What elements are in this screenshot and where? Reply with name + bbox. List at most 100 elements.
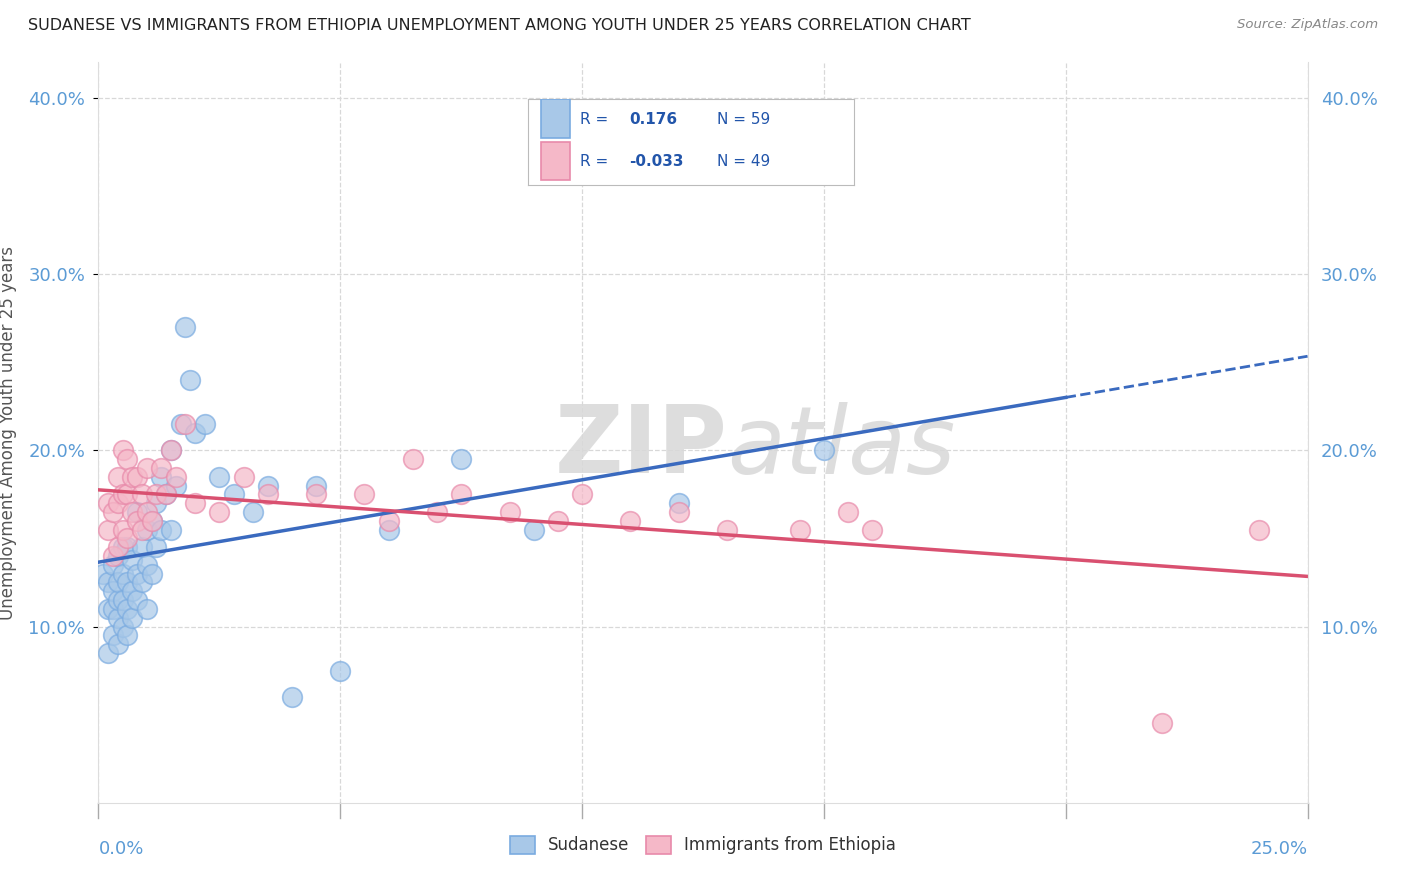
Point bbox=[377, 514, 399, 528]
Text: 25.0%: 25.0% bbox=[1250, 840, 1308, 858]
Point bbox=[121, 552, 143, 566]
Point bbox=[141, 514, 163, 528]
Point bbox=[101, 602, 124, 616]
Point bbox=[232, 469, 254, 483]
Point bbox=[160, 523, 183, 537]
Point bbox=[111, 566, 134, 581]
Point bbox=[107, 637, 129, 651]
Point bbox=[135, 602, 157, 616]
Point bbox=[184, 425, 207, 440]
Point bbox=[179, 373, 201, 387]
Point bbox=[145, 540, 167, 554]
Point bbox=[101, 628, 124, 642]
Point bbox=[135, 523, 157, 537]
Point bbox=[668, 496, 690, 510]
Point bbox=[131, 575, 153, 590]
Point bbox=[131, 487, 153, 501]
Text: atlas: atlas bbox=[727, 402, 956, 493]
Point bbox=[208, 505, 231, 519]
Point bbox=[127, 505, 149, 519]
Point bbox=[117, 487, 139, 501]
Point bbox=[165, 478, 187, 492]
Point bbox=[523, 523, 546, 537]
Point bbox=[242, 505, 264, 519]
Point bbox=[789, 523, 811, 537]
Point bbox=[256, 478, 278, 492]
Point bbox=[107, 540, 129, 554]
Point bbox=[160, 443, 183, 458]
Point bbox=[97, 496, 120, 510]
Point bbox=[145, 487, 167, 501]
Point bbox=[117, 532, 139, 546]
Point bbox=[101, 549, 124, 563]
Point bbox=[222, 487, 245, 501]
Point bbox=[117, 575, 139, 590]
Point bbox=[813, 443, 835, 458]
Point bbox=[450, 487, 472, 501]
Point bbox=[450, 452, 472, 467]
Point bbox=[111, 619, 134, 633]
Point bbox=[127, 566, 149, 581]
Point bbox=[107, 549, 129, 563]
Point bbox=[111, 540, 134, 554]
Point bbox=[426, 505, 449, 519]
Point bbox=[107, 469, 129, 483]
Point bbox=[571, 487, 593, 501]
Text: ZIP: ZIP bbox=[554, 401, 727, 493]
Point bbox=[141, 566, 163, 581]
Point bbox=[174, 319, 197, 334]
Point bbox=[135, 558, 157, 572]
Point bbox=[194, 417, 217, 431]
Point bbox=[111, 443, 134, 458]
Point bbox=[353, 487, 375, 501]
Point bbox=[117, 452, 139, 467]
Point bbox=[101, 584, 124, 599]
Point bbox=[97, 602, 120, 616]
Text: Source: ZipAtlas.com: Source: ZipAtlas.com bbox=[1237, 18, 1378, 31]
Point bbox=[97, 523, 120, 537]
Point bbox=[281, 690, 304, 704]
Point bbox=[141, 514, 163, 528]
Point bbox=[121, 610, 143, 624]
Point bbox=[117, 602, 139, 616]
Point bbox=[619, 514, 641, 528]
Text: SUDANESE VS IMMIGRANTS FROM ETHIOPIA UNEMPLOYMENT AMONG YOUTH UNDER 25 YEARS COR: SUDANESE VS IMMIGRANTS FROM ETHIOPIA UNE… bbox=[28, 18, 972, 33]
Point bbox=[184, 496, 207, 510]
Point bbox=[131, 540, 153, 554]
Point bbox=[208, 469, 231, 483]
Point bbox=[101, 505, 124, 519]
Point bbox=[111, 487, 134, 501]
Point bbox=[145, 496, 167, 510]
Point bbox=[107, 496, 129, 510]
Point bbox=[150, 469, 173, 483]
Point bbox=[127, 514, 149, 528]
Point bbox=[101, 558, 124, 572]
Point bbox=[305, 487, 328, 501]
Point bbox=[97, 646, 120, 660]
Point bbox=[117, 540, 139, 554]
Point bbox=[305, 478, 328, 492]
Point bbox=[127, 593, 149, 607]
Point bbox=[498, 505, 520, 519]
Point bbox=[107, 575, 129, 590]
Point bbox=[1249, 523, 1271, 537]
Point bbox=[121, 505, 143, 519]
Point bbox=[135, 461, 157, 475]
Point bbox=[111, 593, 134, 607]
Point bbox=[131, 523, 153, 537]
Point bbox=[150, 523, 173, 537]
Point bbox=[127, 469, 149, 483]
Point bbox=[256, 487, 278, 501]
Point bbox=[174, 417, 197, 431]
Point bbox=[329, 664, 352, 678]
Point bbox=[837, 505, 859, 519]
Point bbox=[860, 523, 883, 537]
Point bbox=[111, 523, 134, 537]
Point bbox=[97, 575, 120, 590]
Point bbox=[107, 610, 129, 624]
Point bbox=[155, 487, 177, 501]
Point bbox=[169, 417, 191, 431]
Point bbox=[377, 523, 399, 537]
Point bbox=[547, 514, 569, 528]
Text: 0.0%: 0.0% bbox=[98, 840, 143, 858]
